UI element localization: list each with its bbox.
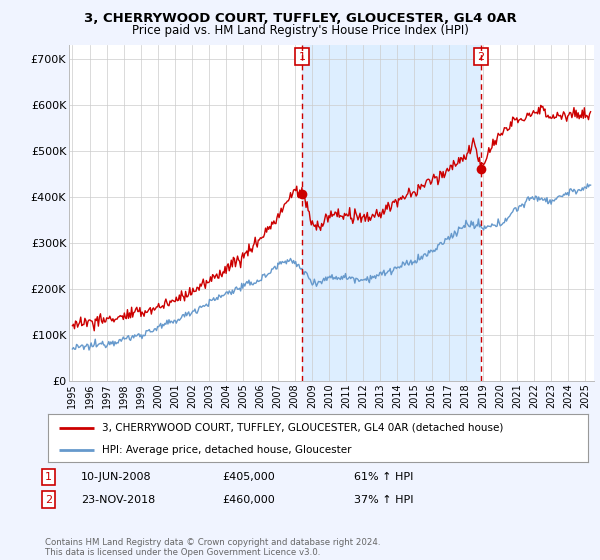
Text: 61% ↑ HPI: 61% ↑ HPI xyxy=(354,472,413,482)
Text: 23-NOV-2018: 23-NOV-2018 xyxy=(81,494,155,505)
Text: 37% ↑ HPI: 37% ↑ HPI xyxy=(354,494,413,505)
Text: 3, CHERRYWOOD COURT, TUFFLEY, GLOUCESTER, GL4 0AR (detached house): 3, CHERRYWOOD COURT, TUFFLEY, GLOUCESTER… xyxy=(102,423,503,433)
Text: 1: 1 xyxy=(45,472,52,482)
Text: 10-JUN-2008: 10-JUN-2008 xyxy=(81,472,152,482)
Text: £460,000: £460,000 xyxy=(222,494,275,505)
Text: 3, CHERRYWOOD COURT, TUFFLEY, GLOUCESTER, GL4 0AR: 3, CHERRYWOOD COURT, TUFFLEY, GLOUCESTER… xyxy=(83,12,517,25)
Text: Price paid vs. HM Land Registry's House Price Index (HPI): Price paid vs. HM Land Registry's House … xyxy=(131,24,469,36)
Text: Contains HM Land Registry data © Crown copyright and database right 2024.
This d: Contains HM Land Registry data © Crown c… xyxy=(45,538,380,557)
Text: 2: 2 xyxy=(45,494,52,505)
Text: HPI: Average price, detached house, Gloucester: HPI: Average price, detached house, Glou… xyxy=(102,445,352,455)
Bar xyxy=(302,45,481,381)
Text: 2: 2 xyxy=(478,52,485,62)
Text: 1: 1 xyxy=(299,52,306,62)
Text: £405,000: £405,000 xyxy=(222,472,275,482)
